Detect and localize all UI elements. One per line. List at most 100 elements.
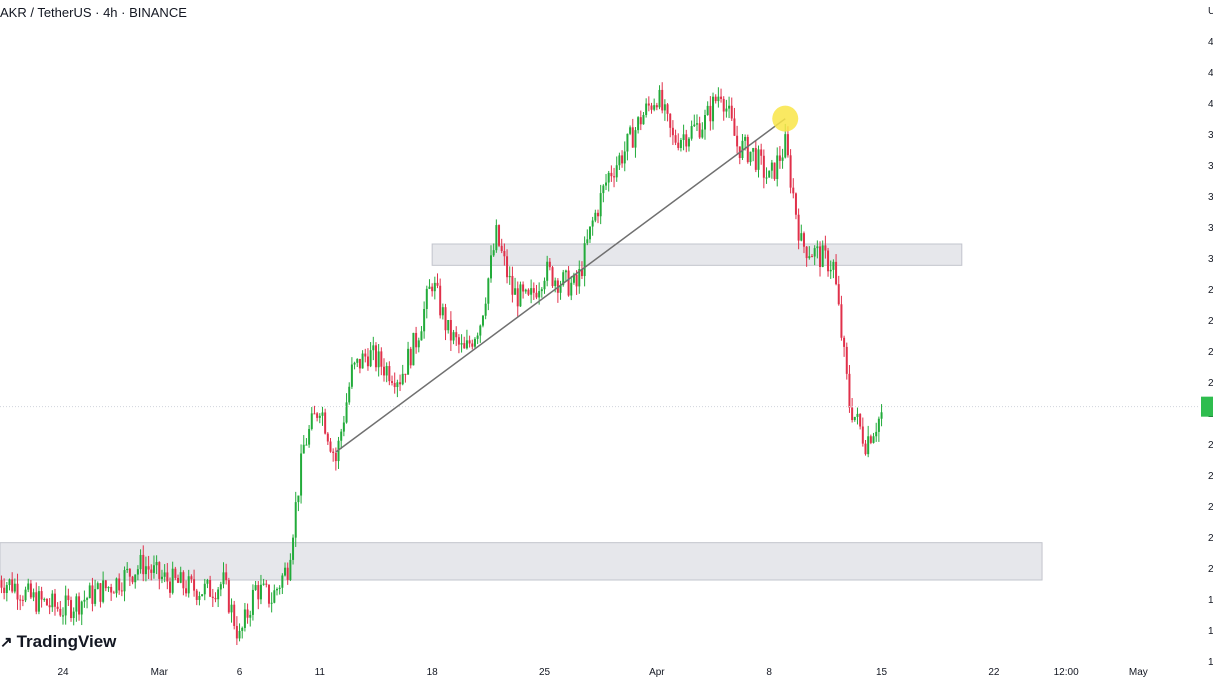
candle-body-196 xyxy=(522,284,525,292)
candle-body-200 xyxy=(532,288,535,293)
candle-body-268 xyxy=(714,96,717,102)
tradingview-logo-icon: ↗ xyxy=(0,634,13,651)
candle-body-281 xyxy=(749,151,752,163)
candle-body-130 xyxy=(345,402,348,423)
candle-body-308 xyxy=(821,245,824,267)
candle-body-128 xyxy=(340,431,343,441)
candle-body-9 xyxy=(21,599,24,601)
candle-body-136 xyxy=(361,353,364,369)
candle-body-318 xyxy=(848,373,851,408)
candle-body-134 xyxy=(356,358,359,363)
highlight-marker xyxy=(772,105,799,132)
candle-body-163 xyxy=(433,282,436,292)
y-axis-label: 2 xyxy=(1208,471,1213,482)
candle-body-188 xyxy=(500,245,503,252)
x-axis-label: Mar xyxy=(151,667,169,678)
candle-body-44 xyxy=(115,578,118,594)
candle-body-70 xyxy=(185,588,188,594)
candle-body-77 xyxy=(203,583,206,595)
candle-body-135 xyxy=(358,358,361,369)
axis-layer: U44433333222222222211124Mar6111825Apr815… xyxy=(57,6,1213,678)
candle-body-179 xyxy=(476,335,479,339)
candle-body-315 xyxy=(840,304,843,338)
candle-body-90 xyxy=(238,630,241,639)
candle-body-214 xyxy=(570,282,573,296)
candle-body-108 xyxy=(286,567,289,580)
candle-body-160 xyxy=(425,288,428,309)
candle-body-146 xyxy=(388,366,391,382)
candle-body-104 xyxy=(276,588,278,591)
candle-body-51 xyxy=(134,574,137,583)
candle-body-293 xyxy=(781,157,784,161)
candle-body-230 xyxy=(613,176,616,178)
candle-body-75 xyxy=(198,595,201,600)
symbol-title: AKR / TetherUS · 4h · BINANCE xyxy=(0,5,187,20)
candle-body-26 xyxy=(67,595,70,601)
candle-body-12 xyxy=(29,583,32,598)
candle-body-41 xyxy=(107,586,110,589)
candle-body-274 xyxy=(730,105,733,119)
candle-body-120 xyxy=(318,415,321,418)
candle-body-294 xyxy=(784,134,787,158)
candle-body-46 xyxy=(120,590,123,592)
candle-body-121 xyxy=(321,412,324,416)
candle-body-117 xyxy=(310,413,313,429)
candle-body-174 xyxy=(463,343,466,349)
candle-body-177 xyxy=(471,343,474,347)
x-axis-label: 25 xyxy=(539,667,551,678)
candle-body-233 xyxy=(621,155,624,164)
candle-body-204 xyxy=(543,280,546,290)
y-axis-label: 3 xyxy=(1208,192,1213,203)
candle-body-170 xyxy=(452,332,455,341)
candle-body-228 xyxy=(607,172,610,183)
y-axis-label: 3 xyxy=(1208,254,1213,265)
candle-body-275 xyxy=(733,118,736,136)
x-axis-label: 6 xyxy=(237,667,243,678)
candle-body-290 xyxy=(773,162,776,179)
y-axis-label: 2 xyxy=(1208,378,1213,389)
candle-body-187 xyxy=(498,225,501,246)
candle-body-288 xyxy=(768,170,771,178)
candle-body-279 xyxy=(744,136,747,141)
candle-body-257 xyxy=(685,134,688,147)
candle-body-103 xyxy=(273,590,276,603)
candle-body-246 xyxy=(655,105,658,108)
candle-body-326 xyxy=(869,436,872,443)
candle-body-142 xyxy=(377,351,380,368)
candle-body-50 xyxy=(131,576,134,583)
candle-body-40 xyxy=(104,580,107,589)
candle-body-183 xyxy=(487,278,490,304)
candle-body-201 xyxy=(535,292,538,298)
candle-body-54 xyxy=(142,554,145,575)
candle-body-213 xyxy=(567,270,570,296)
candle-body-202 xyxy=(538,291,541,298)
candle-body-262 xyxy=(698,123,701,138)
candle-body-34 xyxy=(88,585,91,599)
candle-body-286 xyxy=(762,155,765,178)
candle-body-278 xyxy=(741,140,744,159)
candle-body-152 xyxy=(404,373,407,375)
candle-body-7 xyxy=(16,583,19,600)
x-axis-label: 12:00 xyxy=(1054,667,1079,678)
candle-body-225 xyxy=(599,193,602,217)
candle-body-38 xyxy=(99,583,102,602)
candle-body-180 xyxy=(479,325,482,336)
candle-body-276 xyxy=(736,135,739,147)
candle-body-312 xyxy=(832,261,835,270)
candle-body-223 xyxy=(594,212,597,221)
candle-body-36 xyxy=(94,589,97,604)
candle-body-175 xyxy=(465,340,468,349)
candle-body-119 xyxy=(316,413,319,418)
candle-body-63 xyxy=(166,572,169,582)
candle-body-140 xyxy=(372,345,375,351)
candle-body-176 xyxy=(468,340,471,344)
y-axis-label: 3 xyxy=(1208,130,1213,141)
candle-body-102 xyxy=(270,602,273,604)
candle-body-271 xyxy=(722,98,725,112)
candle-body-166 xyxy=(441,307,444,316)
candle-body-94 xyxy=(249,614,252,618)
y-axis-label: 2 xyxy=(1208,502,1213,513)
candle-body-258 xyxy=(687,138,690,147)
